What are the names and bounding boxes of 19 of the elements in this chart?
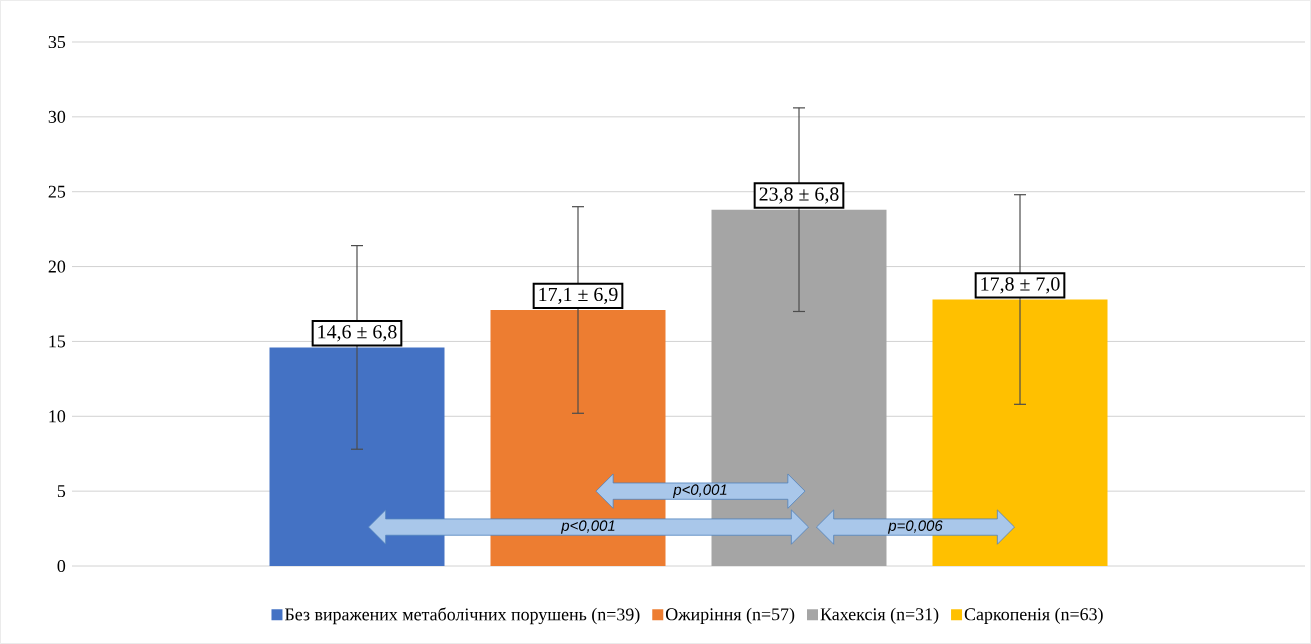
legend-label: Ожиріння (n=57): [665, 607, 795, 624]
y-tick-label: 20: [48, 260, 66, 273]
annotation: p<0,001: [560, 520, 615, 534]
legend-label: Кахексія (n=31): [820, 607, 939, 624]
data-label: 14,6 ± 6,8: [318, 325, 397, 342]
y-tick-label: 30: [48, 110, 66, 123]
y-tick-label: 15: [49, 335, 66, 348]
legend-label: Без виражених метаболічних порушень (n=39): [284, 607, 640, 625]
annotation: p<0,001: [672, 484, 727, 498]
annotation: p=0,006: [887, 520, 943, 534]
data-label: 17,8 ± 7,0: [981, 277, 1060, 294]
data-label: 23,8 ± 6,8: [759, 187, 839, 204]
data-label: 17,1 ± 6,9: [539, 287, 618, 304]
y-tick-label: 25: [48, 185, 66, 198]
y-tick-label: 0: [57, 559, 66, 573]
y-tick-label: 35: [48, 35, 66, 49]
legend-label: Саркопенія (n=63): [964, 607, 1103, 624]
y-tick-label: 10: [49, 410, 66, 423]
y-tick-label: 5: [57, 485, 66, 498]
